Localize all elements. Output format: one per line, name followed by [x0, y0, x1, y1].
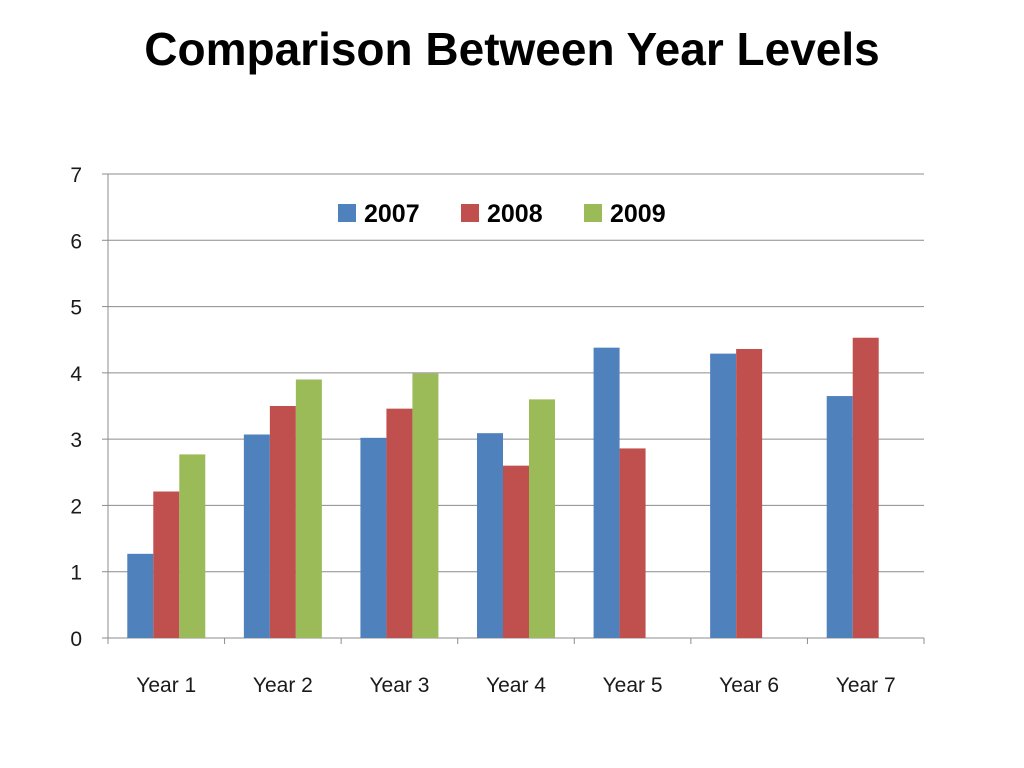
y-tick-label: 4 [70, 363, 82, 386]
bar-2008-year-4 [503, 465, 529, 638]
legend-label-2007: 2007 [364, 200, 420, 228]
slide-title: Comparison Between Year Levels [144, 23, 880, 75]
x-tick-label: Year 3 [369, 674, 429, 697]
y-tick-label: 0 [70, 628, 82, 651]
bar-2008-year-7 [852, 337, 879, 638]
bar-2009-year-2 [295, 379, 322, 638]
bar-2008-year-3 [386, 408, 413, 638]
x-tick-label: Year 6 [719, 674, 779, 697]
bar-2007-year-6 [710, 353, 737, 638]
bar-2009-year-3 [412, 373, 439, 638]
y-tick-label: 7 [70, 164, 82, 187]
legend-swatch-2007 [338, 204, 356, 222]
bar-2009-year-1 [179, 454, 206, 638]
y-tick-label: 1 [70, 562, 82, 585]
bar-2007-year-5 [593, 347, 620, 638]
legend-swatch-2009 [584, 204, 602, 222]
bar-2007-year-2 [243, 434, 270, 638]
legend-swatch-2008 [461, 204, 479, 222]
y-tick-label: 2 [70, 495, 82, 518]
legend-label-2008: 2008 [487, 200, 543, 228]
bar-2008-year-2 [269, 406, 296, 638]
x-tick-label: Year 2 [253, 674, 313, 697]
bar-2007-year-4 [477, 433, 503, 638]
bar-2007-year-7 [826, 396, 853, 638]
bar-2007-year-1 [127, 553, 154, 638]
x-tick-label: Year 5 [603, 674, 663, 697]
legend-label-2009: 2009 [610, 200, 666, 228]
y-tick-label: 5 [70, 297, 82, 320]
x-tick-label: Year 7 [836, 674, 896, 697]
bar-2009-year-4 [529, 399, 555, 638]
x-tick-label: Year 4 [486, 674, 546, 697]
bar-2008-year-6 [736, 348, 763, 638]
y-tick-label: 3 [70, 429, 82, 452]
bar-2008-year-5 [619, 448, 646, 638]
bar-2007-year-3 [360, 437, 387, 638]
y-tick-label: 6 [70, 230, 82, 253]
x-tick-label: Year 1 [136, 674, 196, 697]
bar-2008-year-1 [153, 491, 180, 638]
